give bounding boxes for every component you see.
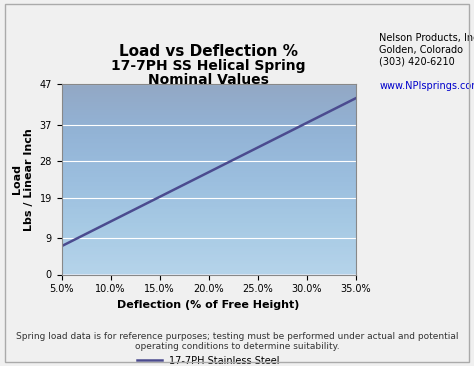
Text: www.NPIsprings.com: www.NPIsprings.com: [379, 81, 474, 90]
Text: Load vs Deflection %: Load vs Deflection %: [119, 44, 298, 59]
Text: Nelson Products, Inc.
Golden, Colorado
(303) 420-6210: Nelson Products, Inc. Golden, Colorado (…: [379, 33, 474, 66]
Legend: 17-7PH Stainless Steel: 17-7PH Stainless Steel: [133, 352, 284, 366]
Text: Spring load data is for reference purposes; testing must be performed under actu: Spring load data is for reference purpos…: [16, 332, 458, 351]
X-axis label: Deflection (% of Free Height): Deflection (% of Free Height): [118, 300, 300, 310]
Y-axis label: Load
Lbs / Linear Inch: Load Lbs / Linear Inch: [12, 128, 34, 231]
Text: 17-7PH SS Helical Spring: 17-7PH SS Helical Spring: [111, 59, 306, 72]
Text: Nominal Values: Nominal Values: [148, 73, 269, 87]
